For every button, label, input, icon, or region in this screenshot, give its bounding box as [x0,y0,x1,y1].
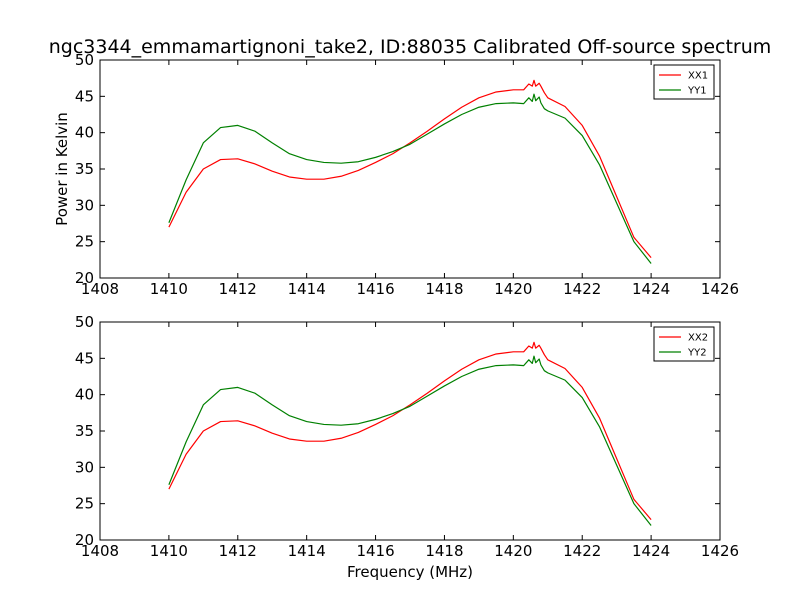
x-tick-label: 1412 [219,542,257,560]
y-tick-label: 50 [75,313,94,331]
x-tick-label: 1422 [563,542,601,560]
x-tick-label: 1424 [632,542,670,560]
x-tick-label: 1408 [81,280,119,298]
x-tick-label: 1414 [288,542,326,560]
x-tick-label: 1426 [701,280,739,298]
legend-box [653,64,715,100]
y-tick-label: 45 [75,349,94,367]
y-tick-label: 20 [75,269,94,287]
y-tick-label: 30 [75,196,94,214]
x-tick-label: 1408 [81,542,119,560]
x-tick-label: 1420 [494,280,532,298]
plot-frame [99,59,721,279]
y-axis-label: Power in Kelvin [53,112,71,226]
plot-frame [99,321,721,541]
y-tick-label: 50 [75,51,94,69]
series-line-xx1 [168,79,652,259]
y-tick-label: 35 [75,160,94,178]
x-tick-label: 1416 [356,280,394,298]
x-tick-label: 1418 [425,542,463,560]
x-tick-label: 1422 [563,280,601,298]
x-tick-label: 1426 [701,542,739,560]
x-tick-label: 1410 [150,280,188,298]
x-axis-label: Frequency (MHz) [347,563,473,581]
x-tick-label: 1424 [632,280,670,298]
x-tick-label: 1418 [425,280,463,298]
figure-title: ngc3344_emmamartignoni_take2, ID:88035 C… [49,36,772,58]
y-tick-label: 45 [75,87,94,105]
x-tick-label: 1412 [219,280,257,298]
y-tick-label: 20 [75,531,94,549]
series-line-xx2 [168,341,652,521]
legend-label-xx1: XX1 [688,71,708,82]
legend-box [653,326,715,362]
y-tick-label: 25 [75,233,94,251]
y-tick-label: 35 [75,422,94,440]
chart-panel-1: 1408 1410 1412 1414 1416 1418 1420 1422 1424 1426… [53,51,739,298]
y-tick-label: 30 [75,458,94,476]
series-line-yy1 [168,93,652,264]
y-tick-label: 40 [75,386,94,404]
legend-label-yy2: YY2 [687,348,707,359]
x-tick-label: 1420 [494,542,532,560]
y-tick-label: 40 [75,124,94,142]
x-tick-label: 1416 [356,542,394,560]
legend-label-xx2: XX2 [688,333,708,344]
y-tick-label: 25 [75,495,94,513]
series-line-yy2 [168,355,652,526]
chart-panel-2: 1408 1410 1412 1414 1416 1418 1420 1422 1424 1426… [75,313,739,581]
legend-label-yy1: YY1 [687,86,707,97]
x-tick-label: 1410 [150,542,188,560]
x-tick-label: 1414 [288,280,326,298]
